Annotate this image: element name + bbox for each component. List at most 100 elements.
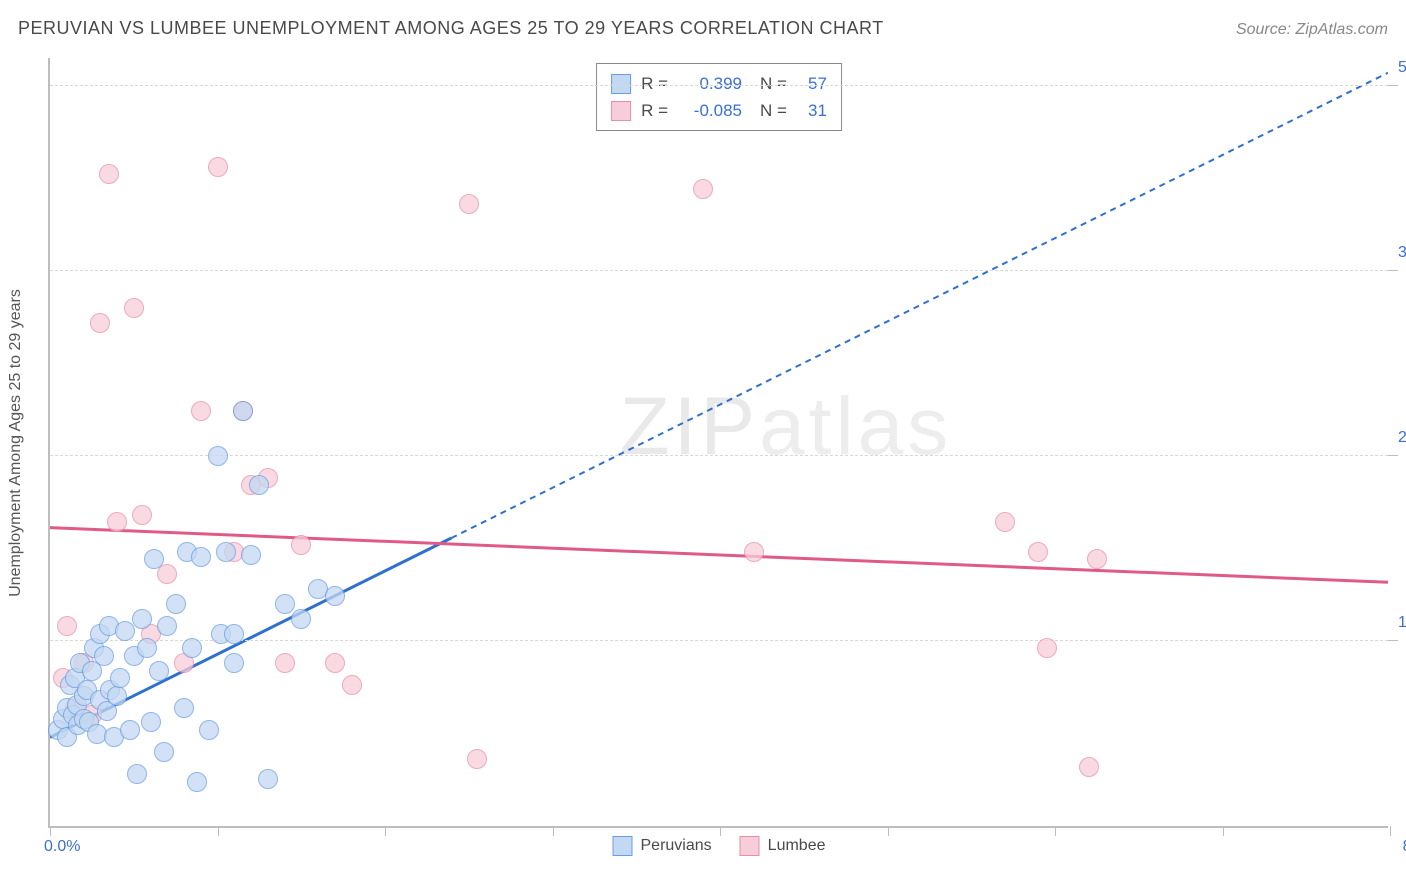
legend-row: R = 0.399 N = 57: [611, 70, 827, 97]
data-point: [995, 512, 1015, 532]
trend-line-dashed: [451, 73, 1388, 538]
data-point: [216, 542, 236, 562]
trend-lines: [50, 58, 1388, 826]
x-tick: [218, 826, 219, 836]
data-point: [1037, 638, 1057, 658]
data-point: [693, 179, 713, 199]
y-tick-label: 25.0%: [1398, 429, 1406, 447]
data-point: [325, 653, 345, 673]
data-point: [1079, 757, 1099, 777]
y-tick: [1388, 85, 1398, 86]
data-point: [120, 720, 140, 740]
x-tick: [888, 826, 889, 836]
source-label: Source: ZipAtlas.com: [1236, 21, 1388, 39]
gridline: [50, 640, 1388, 641]
data-point: [208, 446, 228, 466]
y-tick-label: 12.5%: [1398, 614, 1406, 632]
gridline: [50, 455, 1388, 456]
data-point: [275, 594, 295, 614]
n-value: 31: [797, 97, 827, 124]
x-tick-label: 80.0%: [1403, 838, 1406, 856]
legend-swatch: [611, 101, 631, 121]
data-point: [166, 594, 186, 614]
data-point: [99, 164, 119, 184]
x-tick: [50, 826, 51, 836]
data-point: [110, 668, 130, 688]
data-point: [224, 653, 244, 673]
series-legend: Peruvians Lumbee: [613, 836, 826, 856]
n-value: 57: [797, 70, 827, 97]
data-point: [124, 298, 144, 318]
r-value: -0.085: [678, 97, 742, 124]
r-label: R =: [641, 97, 668, 124]
data-point: [141, 712, 161, 732]
data-point: [144, 549, 164, 569]
x-tick: [1055, 826, 1056, 836]
data-point: [157, 564, 177, 584]
legend-swatch: [740, 836, 760, 856]
data-point: [224, 624, 244, 644]
header: PERUVIAN VS LUMBEE UNEMPLOYMENT AMONG AG…: [18, 18, 1388, 39]
data-point: [191, 547, 211, 567]
r-value: 0.399: [678, 70, 742, 97]
data-point: [132, 505, 152, 525]
chart-title: PERUVIAN VS LUMBEE UNEMPLOYMENT AMONG AG…: [18, 18, 884, 39]
chart-area: Unemployment Among Ages 25 to 29 years Z…: [48, 58, 1388, 828]
legend-item: Lumbee: [740, 836, 826, 856]
data-point: [115, 621, 135, 641]
data-point: [94, 646, 114, 666]
watermark: ZIPatlas: [619, 380, 952, 474]
data-point: [90, 313, 110, 333]
data-point: [57, 616, 77, 636]
data-point: [199, 720, 219, 740]
y-tick-label: 37.5%: [1398, 244, 1406, 262]
legend-item: Peruvians: [613, 836, 712, 856]
y-tick: [1388, 640, 1398, 641]
legend-row: R = -0.085 N = 31: [611, 97, 827, 124]
x-tick: [553, 826, 554, 836]
gridline: [50, 85, 1388, 86]
data-point: [107, 686, 127, 706]
data-point: [137, 638, 157, 658]
data-point: [208, 157, 228, 177]
data-point: [149, 661, 169, 681]
data-point: [182, 638, 202, 658]
data-point: [275, 653, 295, 673]
data-point: [174, 698, 194, 718]
r-label: R =: [641, 70, 668, 97]
data-point: [127, 764, 147, 784]
data-point: [467, 749, 487, 769]
y-tick-label: 50.0%: [1398, 59, 1406, 77]
correlation-legend: R = 0.399 N = 57 R = -0.085 N = 31: [596, 63, 842, 131]
watermark-bold: ZIP: [619, 381, 759, 472]
data-point: [241, 545, 261, 565]
data-point: [132, 609, 152, 629]
legend-swatch: [611, 74, 631, 94]
data-point: [233, 401, 253, 421]
data-point: [249, 475, 269, 495]
legend-swatch: [613, 836, 633, 856]
data-point: [744, 542, 764, 562]
data-point: [187, 772, 207, 792]
data-point: [191, 401, 211, 421]
x-tick: [385, 826, 386, 836]
data-point: [107, 512, 127, 532]
data-point: [154, 742, 174, 762]
n-label: N =: [760, 70, 787, 97]
gridline: [50, 270, 1388, 271]
x-tick: [1390, 826, 1391, 836]
data-point: [258, 769, 278, 789]
legend-label: Lumbee: [768, 837, 826, 855]
n-label: N =: [760, 97, 787, 124]
scatter-plot: ZIPatlas R =0.399N =57R =-0.085N =31 Per…: [48, 58, 1388, 828]
watermark-thin: atlas: [759, 381, 952, 472]
data-point: [342, 675, 362, 695]
data-point: [459, 194, 479, 214]
x-tick-label: 0.0%: [44, 838, 80, 856]
x-tick: [1223, 826, 1224, 836]
data-point: [325, 586, 345, 606]
data-point: [1087, 549, 1107, 569]
y-axis-label: Unemployment Among Ages 25 to 29 years: [7, 289, 25, 597]
data-point: [157, 616, 177, 636]
data-point: [291, 609, 311, 629]
